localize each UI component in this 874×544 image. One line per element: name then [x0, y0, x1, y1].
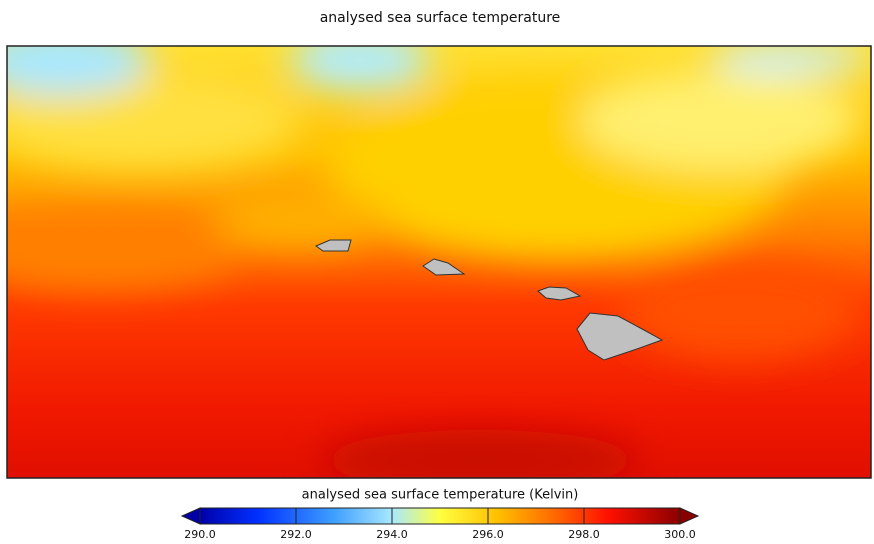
colorbar-tick-label: 290.0 [184, 528, 216, 541]
colorbar-tick-label: 298.0 [568, 528, 600, 541]
colorbar-under [180, 507, 201, 525]
colorbar-over [679, 507, 700, 525]
sea-temperature-field [7, 46, 871, 478]
map-title: analysed sea surface temperature [320, 10, 561, 26]
colorbar-tick-label: 294.0 [376, 528, 408, 541]
map-frame [6, 45, 872, 479]
colorbar [199, 507, 681, 525]
islands [314, 239, 664, 361]
colorbar-tick-label: 300.0 [664, 528, 696, 541]
colorbar-tick-label: 292.0 [280, 528, 312, 541]
colorbar-tick-label: 296.0 [472, 528, 504, 541]
colorbar-label: analysed sea surface temperature (Kelvin… [302, 488, 579, 503]
